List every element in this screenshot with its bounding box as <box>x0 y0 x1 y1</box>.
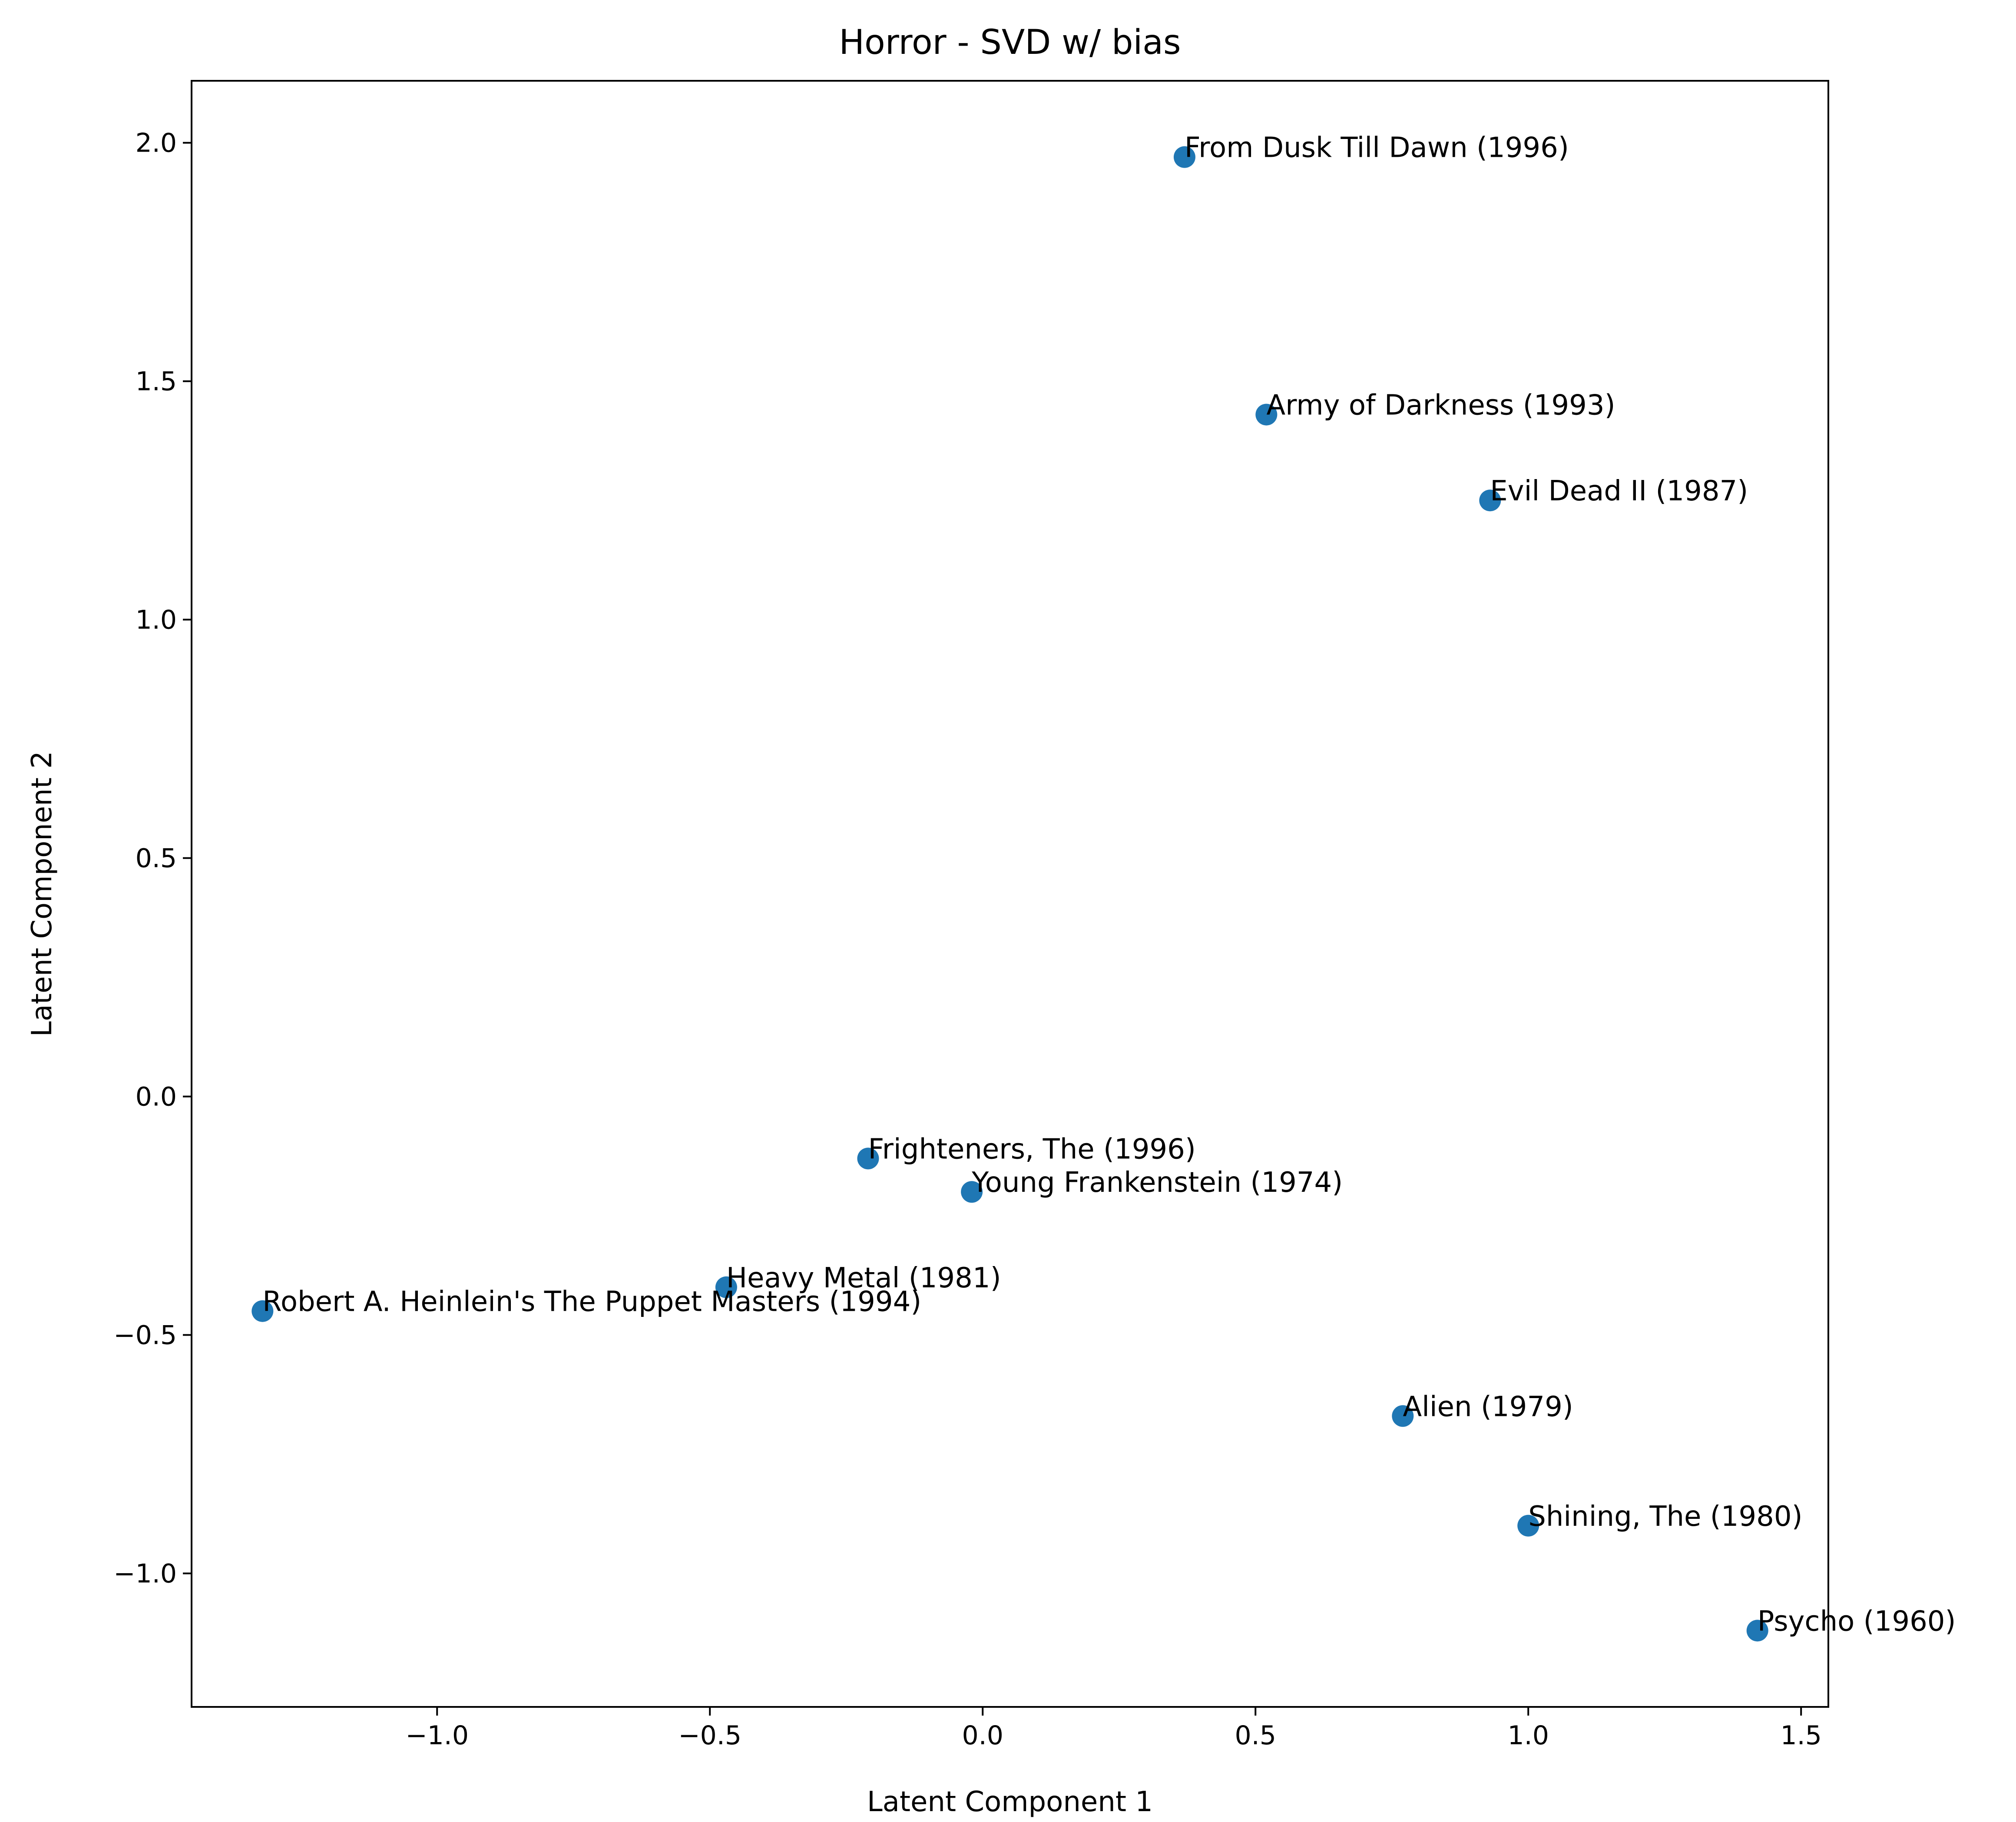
y-tick-label: 1.5 <box>136 367 177 397</box>
point-label: Evil Dead II (1987) <box>1490 475 1748 507</box>
x-tick-label: −1.0 <box>405 1720 469 1751</box>
data-point <box>1746 1620 1768 1642</box>
x-tick-label: 0.0 <box>962 1720 1003 1751</box>
x-tick-label: 0.5 <box>1235 1720 1276 1751</box>
data-point <box>252 1300 274 1322</box>
point-label: Robert A. Heinlein's The Puppet Masters … <box>262 1286 921 1318</box>
y-tick-label: 0.0 <box>136 1082 177 1112</box>
x-tick-label: 1.0 <box>1507 1720 1549 1751</box>
y-tick-label: −0.5 <box>113 1320 177 1351</box>
x-tick-label: −0.5 <box>678 1720 742 1751</box>
data-point <box>961 1181 983 1203</box>
data-point <box>1479 489 1501 512</box>
data-point <box>1255 403 1278 426</box>
point-labels-layer: From Dusk Till Dawn (1996) Army of Darkne… <box>262 132 1956 1638</box>
y-tick-label: 2.0 <box>136 128 177 159</box>
data-point <box>1392 1405 1414 1427</box>
point-label: Psycho (1960) <box>1758 1605 1956 1637</box>
y-tick-label: 1.0 <box>136 605 177 635</box>
point-label: Alien (1979) <box>1403 1391 1573 1423</box>
plot-frame <box>191 80 1829 1708</box>
points-layer <box>252 146 1768 1642</box>
data-point <box>1517 1514 1539 1537</box>
y-axis-label: Latent Component 2 <box>26 751 58 1037</box>
point-label: From Dusk Till Dawn (1996) <box>1185 132 1569 164</box>
data-point <box>715 1276 737 1298</box>
y-tick-label: 0.5 <box>136 843 177 874</box>
y-tick-label: −1.0 <box>113 1559 177 1589</box>
point-label: Army of Darkness (1993) <box>1266 390 1615 422</box>
x-axis-ticks: −1.0 −0.5 0.0 0.5 1.0 1.5 <box>405 1707 1822 1751</box>
data-point <box>1173 146 1195 168</box>
data-point <box>857 1147 879 1170</box>
point-label: Frighteners, The (1996) <box>868 1133 1195 1165</box>
y-axis-ticks: −1.0 −0.5 0.0 0.5 1.0 1.5 2.0 <box>113 128 192 1589</box>
point-label: Shining, The (1980) <box>1528 1501 1802 1533</box>
point-label: Heavy Metal (1981) <box>726 1262 1001 1294</box>
x-tick-label: 1.5 <box>1780 1720 1821 1751</box>
chart-title: Horror - SVD w/ bias <box>839 23 1181 62</box>
x-axis-label: Latent Component 1 <box>867 1786 1153 1818</box>
point-label: Young Frankenstein (1974) <box>971 1167 1343 1199</box>
